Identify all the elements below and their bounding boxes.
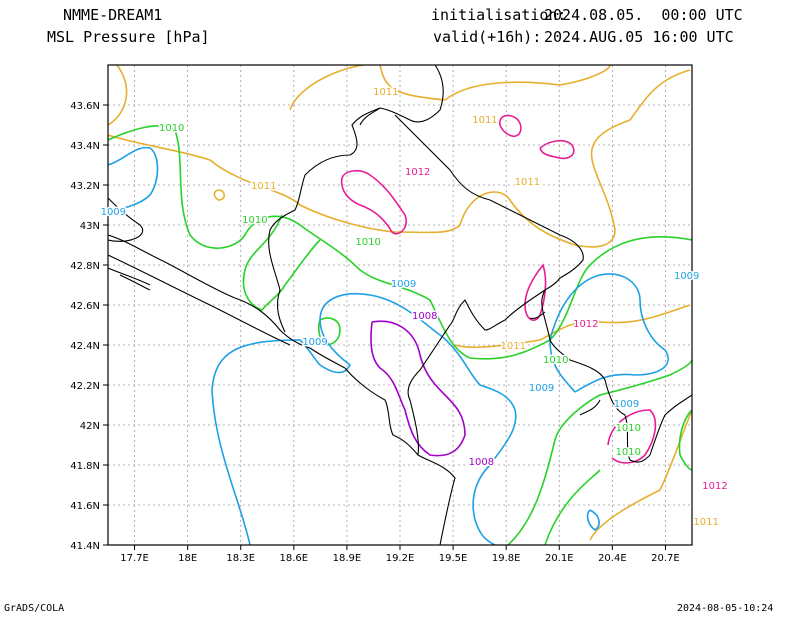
model-name: NMME-DREAM1 bbox=[63, 6, 163, 24]
contour-label-1010: 1010 bbox=[242, 215, 267, 226]
contour-label-1009: 1009 bbox=[674, 271, 699, 282]
footer-right: 2024-08-05-10:24 bbox=[677, 603, 774, 614]
contour-label-1010: 1010 bbox=[616, 447, 641, 458]
lat-tick-label: 43N bbox=[80, 221, 100, 232]
lon-tick-label: 18.6E bbox=[280, 553, 309, 564]
axis-ticks: 17.7E 18E 18.3E 18.6E 18.9E 19.2E 19.5E 19.8E 20… bbox=[70, 101, 680, 564]
contour-label-1011: 1011 bbox=[501, 341, 526, 352]
lat-tick-label: 43.2N bbox=[70, 181, 100, 192]
contour-labels: 1011 1011 1011 1011 1011 1011 1010 1010 1010 1010… bbox=[99, 86, 729, 530]
lon-tick-label: 18.9E bbox=[333, 553, 362, 564]
field-name: MSL Pressure [hPa] bbox=[47, 28, 210, 46]
contour-1012 bbox=[340, 114, 657, 464]
lon-tick-label: 18.3E bbox=[226, 553, 255, 564]
init-value: 2024.08.05. 00:00 UTC bbox=[544, 6, 743, 24]
lon-tick-label: 17.7E bbox=[120, 553, 149, 564]
contour-label-1009: 1009 bbox=[101, 207, 126, 218]
footer-left: GrADS/COLA bbox=[4, 603, 65, 614]
contour-label-1011: 1011 bbox=[472, 115, 497, 126]
contour-label-1012: 1012 bbox=[405, 167, 430, 178]
contour-1011 bbox=[108, 65, 692, 541]
valid-label: valid(+16h): bbox=[433, 28, 542, 46]
lat-tick-label: 41.8N bbox=[70, 461, 100, 472]
lat-tick-label: 42N bbox=[80, 421, 100, 432]
contour-label-1009: 1009 bbox=[614, 399, 639, 410]
lon-tick-label: 19.8E bbox=[492, 553, 521, 564]
lat-tick-label: 42.6N bbox=[70, 301, 100, 312]
lat-tick-label: 43.4N bbox=[70, 141, 100, 152]
lon-tick-label: 19.2E bbox=[386, 553, 415, 564]
contour-label-1010: 1010 bbox=[543, 355, 568, 366]
lon-tick-label: 20.4E bbox=[598, 553, 627, 564]
lon-tick-label: 19.5E bbox=[439, 553, 468, 564]
lon-tick-label: 20.1E bbox=[545, 553, 574, 564]
contour-label-1008: 1008 bbox=[469, 457, 494, 468]
contour-label-1011: 1011 bbox=[515, 177, 540, 188]
contour-label-1010: 1010 bbox=[355, 237, 380, 248]
lat-tick-label: 43.6N bbox=[70, 101, 100, 112]
contour-label-1011: 1011 bbox=[693, 517, 718, 528]
contour-label-1010: 1010 bbox=[159, 123, 184, 134]
contour-label-1011: 1011 bbox=[251, 181, 276, 192]
lat-tick-label: 42.4N bbox=[70, 341, 100, 352]
contour-label-1010: 1010 bbox=[616, 423, 641, 434]
init-label: initialisation: bbox=[431, 6, 567, 24]
contour-1010 bbox=[108, 125, 692, 545]
lat-tick-label: 41.6N bbox=[70, 501, 100, 512]
contour-label-1009: 1009 bbox=[302, 337, 327, 348]
contour-label-1012: 1012 bbox=[702, 481, 727, 492]
lat-tick-label: 42.2N bbox=[70, 381, 100, 392]
lat-tick-label: 42.8N bbox=[70, 261, 100, 272]
coastlines-and-borders bbox=[108, 65, 692, 545]
lat-tick-label: 41.4N bbox=[70, 541, 100, 552]
valid-value: 2024.AUG.05 16:00 UTC bbox=[544, 28, 734, 46]
contour-label-1009: 1009 bbox=[391, 279, 416, 290]
contour-label-1009: 1009 bbox=[529, 383, 554, 394]
contour-1008 bbox=[370, 320, 466, 457]
contour-label-1008: 1008 bbox=[412, 311, 437, 322]
lon-tick-label: 20.7E bbox=[651, 553, 680, 564]
contour-label-1011: 1011 bbox=[373, 87, 398, 98]
contour-label-1012: 1012 bbox=[573, 319, 598, 330]
lon-tick-label: 18E bbox=[178, 553, 197, 564]
